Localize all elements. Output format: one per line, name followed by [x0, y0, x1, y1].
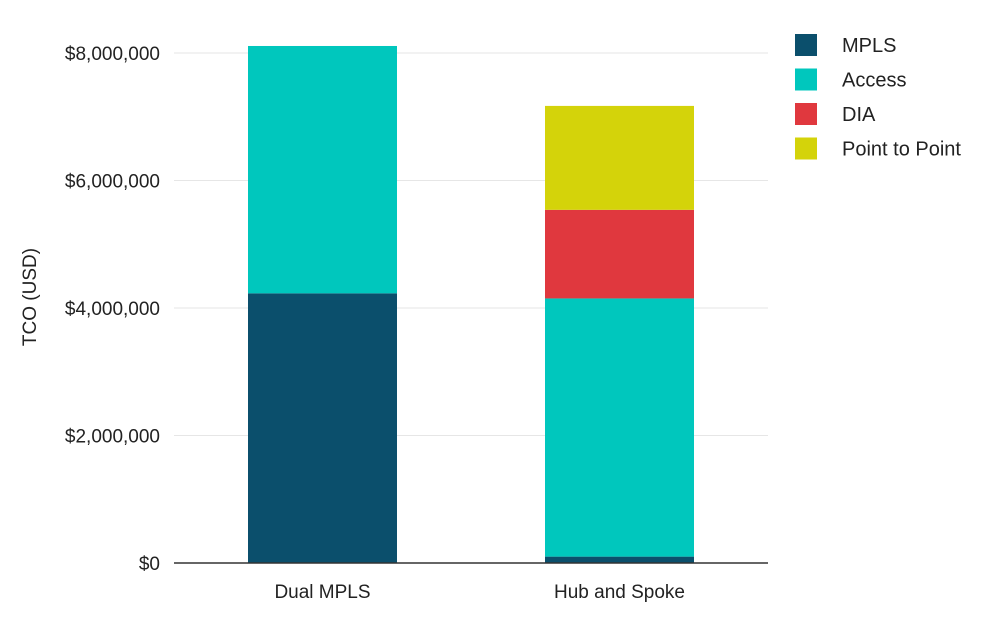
bar-dual-mpls-mpls — [248, 293, 397, 563]
y-tick-label: $0 — [139, 554, 160, 575]
y-tick-label: $2,000,000 — [65, 427, 160, 448]
x-tick-label: Dual MPLS — [274, 582, 370, 603]
bar-hub-and-spoke-access — [545, 298, 694, 557]
bars — [248, 45, 694, 563]
legend-label: MPLS — [842, 35, 896, 57]
legend-item-point-to-point: Point to Point — [795, 137, 961, 161]
legend-label: Access — [842, 70, 906, 92]
bar-hub-and-spoke-mpls — [545, 556, 694, 563]
bar-hub-and-spoke-dia — [545, 209, 694, 299]
y-axis-title: TCO (USD) — [20, 248, 41, 346]
bar-hub-and-spoke-point-to-point — [545, 105, 694, 210]
legend-swatch — [795, 34, 817, 56]
legend-item-access: Access — [795, 68, 906, 92]
y-tick-label: $6,000,000 — [65, 172, 160, 193]
legend-swatch — [795, 137, 817, 160]
axes: $0 $2,000,000 $4,000,000 $6,000,000 $8,000,0… — [65, 44, 768, 603]
legend-label: Point to Point — [842, 139, 961, 161]
y-tick-label: $8,000,000 — [65, 44, 160, 65]
legend-swatch — [795, 103, 817, 125]
legend-item-dia: DIA — [795, 103, 876, 126]
bar-dual-mpls-access — [248, 45, 397, 294]
x-tick-label: Hub and Spoke — [554, 582, 685, 603]
legend-label: DIA — [842, 104, 876, 126]
legend: MPLS Access DIA Point to Point — [795, 34, 961, 161]
legend-swatch — [795, 68, 817, 91]
legend-item-mpls: MPLS — [795, 34, 896, 57]
y-tick-label: $4,000,000 — [65, 299, 160, 320]
